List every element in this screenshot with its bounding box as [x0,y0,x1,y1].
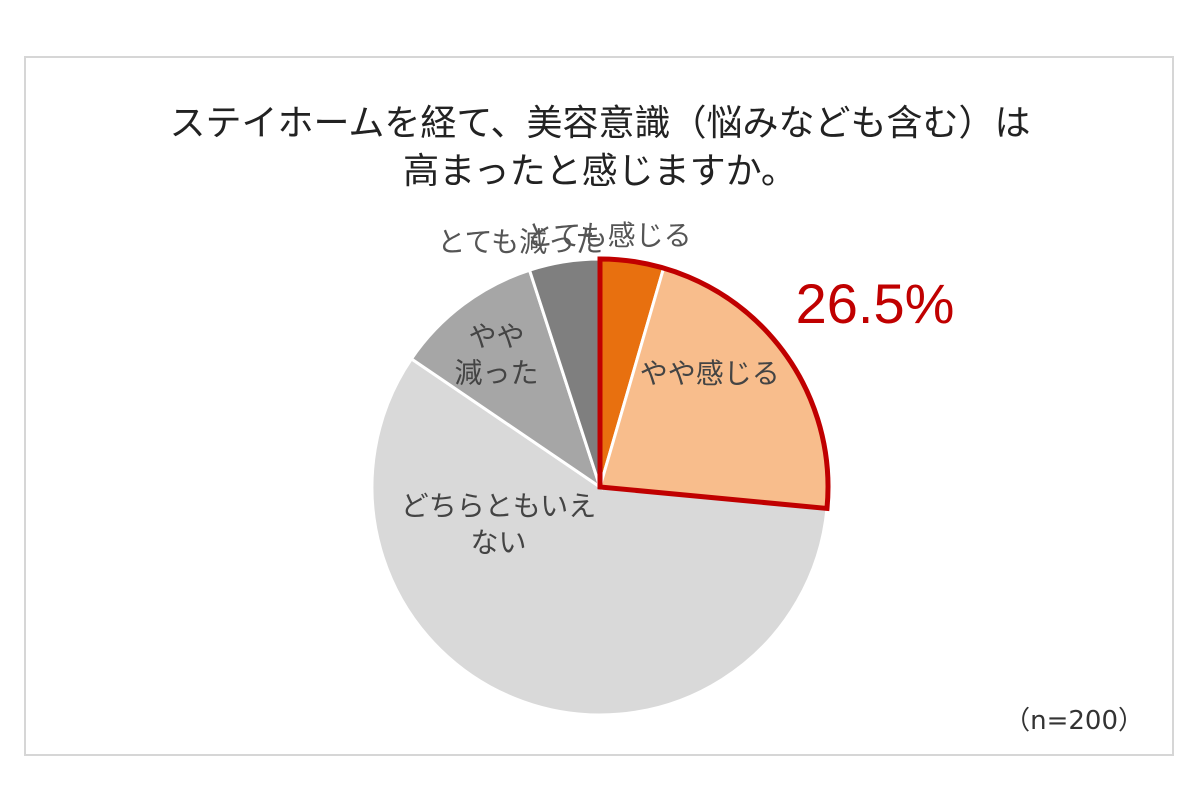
pie-slice-3 [370,356,829,717]
slice-label-5: とても減った [437,225,603,258]
slice-label-3: どちらともいえない [401,490,596,559]
highlight-border [597,256,831,512]
slice-label-4: やや減った [455,320,539,389]
pie-slice-4 [409,268,603,491]
highlight-percentage: 26.5% [796,272,955,335]
chart-title: ステイホームを経て、美容意識（悩みなども含む）は 高まったと感じますか。 [0,100,1200,196]
chart-title-line-1: ステイホームを経て、美容意識（悩みなども含む）は [169,103,1031,144]
chart-title-line-2: 高まったと感じますか。 [403,151,797,192]
highlight-outline [597,256,831,512]
slice-label-2: やや感じる [640,357,780,390]
slice-label-1: とても感じる [526,219,692,252]
sample-size-note: （n=200） [1004,706,1144,736]
